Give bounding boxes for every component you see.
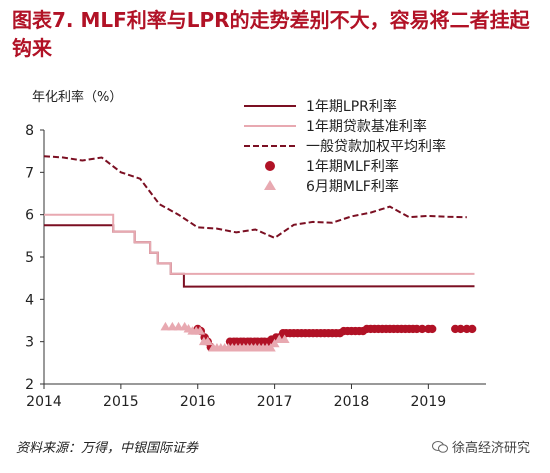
y-tick-label: 3 xyxy=(25,335,34,351)
x-tick-label: 2016 xyxy=(180,394,216,410)
legend-label-4: 6月期MLF利率 xyxy=(306,178,399,195)
wechat-icon xyxy=(432,440,448,453)
legend-label-3: 1年期MLF利率 xyxy=(306,158,399,175)
y-tick-label: 7 xyxy=(25,165,34,181)
y-tick-label: 2 xyxy=(25,377,34,393)
plot-frame xyxy=(43,130,486,385)
mlf-1y-point xyxy=(417,324,427,334)
y-axis-label: 年化利率（%） xyxy=(32,90,123,105)
watermark-text: 徐高经济研究 xyxy=(452,441,531,456)
x-tick-label: 2019 xyxy=(411,394,447,410)
legend-label-1: 1年期贷款基准利率 xyxy=(306,118,427,135)
mlf-1y-point xyxy=(456,324,465,334)
x-tick-label: 2017 xyxy=(257,394,293,410)
mlf-1y-point xyxy=(427,324,437,334)
y-tick-label: 4 xyxy=(25,292,34,308)
y-axis-ticks: 2 3 4 5 6 7 8 xyxy=(25,123,44,393)
x-axis-ticks: 2014 2015 2016 2017 2018 2019 xyxy=(26,384,446,410)
figure-title: 图表7. MLF利率与LPR的走势差别不大，容易将二者挂起钩来 xyxy=(12,8,530,60)
mlf-6m-point xyxy=(195,326,206,335)
source-note: 资料来源：万得，中银国际证券 xyxy=(16,441,199,456)
series-line-2 xyxy=(43,155,467,240)
series-layer xyxy=(43,155,477,352)
legend-swatch-3 xyxy=(265,161,275,171)
x-tick-label: 2018 xyxy=(334,394,370,410)
series-line-1 xyxy=(44,213,475,275)
legend-label-0: 1年期LPR利率 xyxy=(306,98,397,115)
mlf-1y-point xyxy=(467,324,477,334)
legend-swatch-4 xyxy=(264,180,276,190)
x-tick-label: 2015 xyxy=(103,394,139,410)
y-tick-label: 5 xyxy=(25,250,34,266)
watermark: 徐高经济研究 xyxy=(432,437,530,456)
mlf-6m-point xyxy=(202,336,213,346)
y-tick-label: 6 xyxy=(25,208,34,224)
x-tick-label: 2014 xyxy=(26,394,62,410)
mlf-6m-point xyxy=(279,334,290,344)
legend-label-2: 一般贷款加权平均利率 xyxy=(306,138,446,155)
y-tick-label: 8 xyxy=(25,123,34,139)
series-line-0 xyxy=(44,224,475,288)
mlf-6m-point xyxy=(160,321,171,331)
